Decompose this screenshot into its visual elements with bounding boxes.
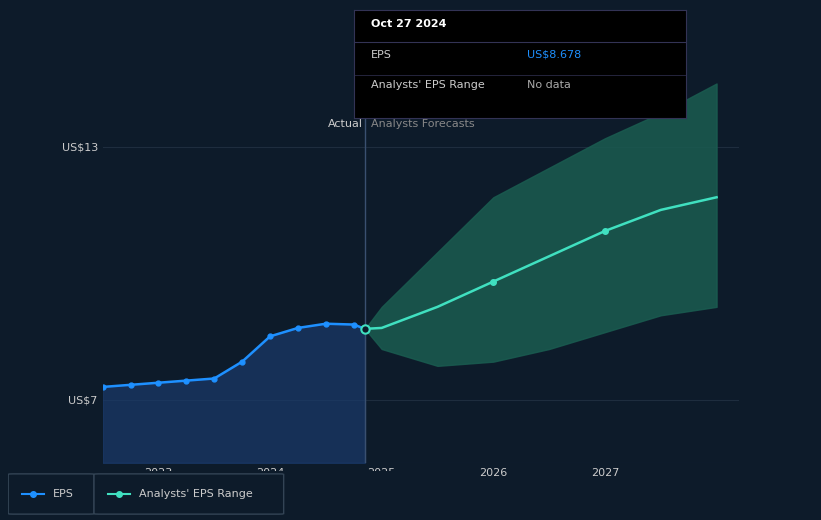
FancyBboxPatch shape [94,474,284,514]
FancyBboxPatch shape [8,474,94,514]
Text: Analysts Forecasts: Analysts Forecasts [370,119,475,129]
Text: Analysts' EPS Range: Analysts' EPS Range [140,489,253,499]
Text: EPS: EPS [370,50,392,60]
Text: No data: No data [526,80,571,90]
Text: Actual: Actual [328,119,363,129]
Text: Oct 27 2024: Oct 27 2024 [370,19,446,29]
Text: US$8.678: US$8.678 [526,50,581,60]
Text: Analysts' EPS Range: Analysts' EPS Range [370,80,484,90]
Text: EPS: EPS [53,489,74,499]
